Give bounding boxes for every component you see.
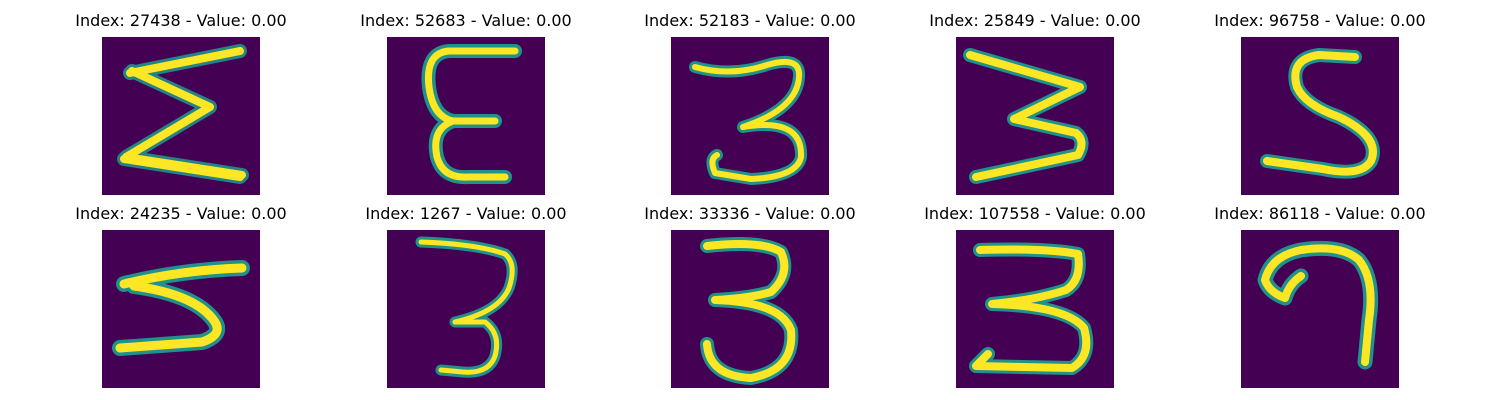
panel-title: Index: 96758 - Value: 0.00: [1214, 11, 1426, 30]
digit-image: [1241, 230, 1399, 388]
digit-image: [387, 37, 545, 195]
digit-image: [956, 37, 1114, 195]
panel-title: Index: 107558 - Value: 0.00: [924, 204, 1146, 223]
panel-title: Index: 52683 - Value: 0.00: [360, 11, 572, 30]
digit-image: [102, 37, 260, 195]
digit-image: [1241, 37, 1399, 195]
panel-title: Index: 86118 - Value: 0.00: [1214, 204, 1426, 223]
digit-image: [671, 230, 829, 388]
panel-title: Index: 24235 - Value: 0.00: [75, 204, 287, 223]
panel-title: Index: 1267 - Value: 0.00: [365, 204, 567, 223]
panel-title: Index: 52183 - Value: 0.00: [644, 11, 856, 30]
panel-title: Index: 33336 - Value: 0.00: [644, 204, 856, 223]
panel-title: Index: 25849 - Value: 0.00: [929, 11, 1141, 30]
digit-image: [671, 37, 829, 195]
digit-image: [102, 230, 260, 388]
digit-image: [956, 230, 1114, 388]
digit-image: [387, 230, 545, 388]
panel-title: Index: 27438 - Value: 0.00: [75, 11, 287, 30]
